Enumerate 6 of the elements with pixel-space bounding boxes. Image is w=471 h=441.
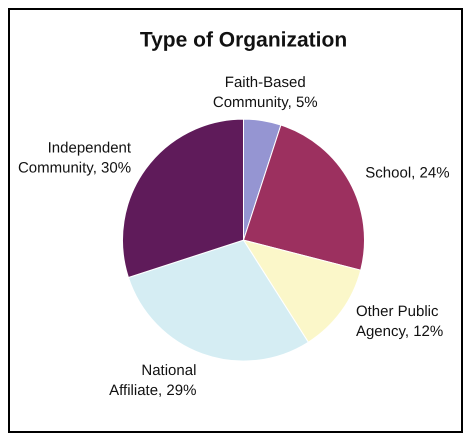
slice-label: Independent Community, 30% [18, 140, 132, 177]
slice-label: Faith-Based Community, 5% [212, 74, 318, 111]
slice-label: National Affiliate, 29% [109, 362, 196, 400]
slice-label: Other Public Agency, 12% [356, 302, 444, 340]
chart-title: Type of Organization [140, 28, 348, 52]
slice-label: School, 24% [365, 164, 450, 182]
